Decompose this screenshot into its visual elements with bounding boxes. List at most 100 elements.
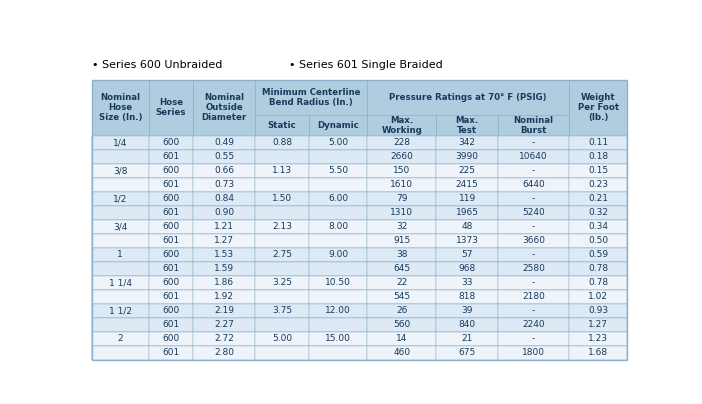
Text: 0.78: 0.78 <box>588 264 608 273</box>
Text: -: - <box>532 194 535 203</box>
Text: -: - <box>532 334 535 343</box>
Text: 2.27: 2.27 <box>214 320 234 329</box>
Bar <box>92 234 149 248</box>
Bar <box>498 248 569 261</box>
Bar <box>92 261 628 276</box>
Text: 0.59: 0.59 <box>588 250 608 259</box>
Text: -: - <box>532 250 535 259</box>
Bar <box>92 80 149 136</box>
Bar <box>149 234 193 248</box>
Text: 2.19: 2.19 <box>214 306 234 315</box>
Bar <box>92 178 628 191</box>
Bar <box>569 80 628 136</box>
Bar <box>193 345 256 360</box>
Bar <box>436 116 498 136</box>
Text: 601: 601 <box>162 264 180 273</box>
Bar <box>569 178 628 191</box>
Text: -: - <box>532 278 535 287</box>
Bar <box>92 149 149 164</box>
Text: • Series 601 Single Braided: • Series 601 Single Braided <box>289 60 443 70</box>
Bar <box>92 276 628 290</box>
Bar <box>256 136 309 149</box>
Text: 22: 22 <box>396 278 407 287</box>
Text: 1.02: 1.02 <box>588 292 608 301</box>
Text: 1373: 1373 <box>456 236 479 245</box>
Bar <box>498 220 569 234</box>
Bar <box>498 276 569 290</box>
Bar <box>309 206 367 220</box>
Text: 6440: 6440 <box>522 180 545 189</box>
Bar <box>367 261 436 276</box>
Text: 600: 600 <box>162 194 180 203</box>
Bar <box>436 136 498 149</box>
Text: 26: 26 <box>396 306 407 315</box>
Bar <box>149 290 193 303</box>
Bar <box>569 220 628 234</box>
Bar <box>92 220 149 234</box>
Text: 0.90: 0.90 <box>214 208 234 217</box>
Bar <box>569 345 628 360</box>
Bar <box>92 276 149 290</box>
Bar <box>569 290 628 303</box>
Text: 1.68: 1.68 <box>588 348 608 357</box>
Bar <box>436 206 498 220</box>
Bar <box>309 248 367 261</box>
Bar <box>367 116 436 136</box>
Bar <box>92 191 628 206</box>
Bar <box>193 234 256 248</box>
Text: 968: 968 <box>458 264 476 273</box>
Bar <box>92 332 149 345</box>
Text: 601: 601 <box>162 236 180 245</box>
Bar <box>569 191 628 206</box>
Text: 1965: 1965 <box>456 208 479 217</box>
Bar <box>309 345 367 360</box>
Text: -: - <box>532 138 535 147</box>
Bar <box>367 234 436 248</box>
Bar <box>149 332 193 345</box>
Bar <box>92 80 628 136</box>
Text: Nominal
Burst: Nominal Burst <box>514 116 553 135</box>
Bar <box>92 290 149 303</box>
Bar <box>498 345 569 360</box>
Text: 0.18: 0.18 <box>588 152 608 161</box>
Bar <box>256 178 309 191</box>
Text: 600: 600 <box>162 222 180 231</box>
Bar <box>149 248 193 261</box>
Text: 0.93: 0.93 <box>588 306 608 315</box>
Bar <box>92 345 149 360</box>
Text: 1.27: 1.27 <box>214 236 234 245</box>
Bar <box>149 318 193 332</box>
Bar <box>367 220 436 234</box>
Text: 675: 675 <box>458 348 476 357</box>
Text: 601: 601 <box>162 208 180 217</box>
Bar <box>193 261 256 276</box>
Bar <box>367 136 436 149</box>
Bar <box>193 191 256 206</box>
Bar <box>436 164 498 178</box>
Text: 0.84: 0.84 <box>214 194 234 203</box>
Text: 6.00: 6.00 <box>328 194 348 203</box>
Bar <box>436 191 498 206</box>
Bar <box>309 276 367 290</box>
Bar <box>92 261 149 276</box>
Bar <box>149 220 193 234</box>
Bar <box>92 248 628 261</box>
Bar <box>256 80 367 136</box>
Bar <box>436 248 498 261</box>
Text: 645: 645 <box>393 264 410 273</box>
Text: 2: 2 <box>117 334 123 343</box>
Bar <box>309 116 367 136</box>
Text: 0.78: 0.78 <box>588 278 608 287</box>
Text: 2.72: 2.72 <box>214 334 234 343</box>
Bar <box>92 136 149 149</box>
Bar <box>92 303 628 318</box>
Bar <box>436 303 498 318</box>
Text: 342: 342 <box>458 138 476 147</box>
Bar <box>367 276 436 290</box>
Bar <box>498 149 569 164</box>
Bar <box>309 234 367 248</box>
Text: 0.50: 0.50 <box>588 236 608 245</box>
Text: 39: 39 <box>461 306 473 315</box>
Text: 1.13: 1.13 <box>272 166 292 175</box>
Bar <box>149 303 193 318</box>
